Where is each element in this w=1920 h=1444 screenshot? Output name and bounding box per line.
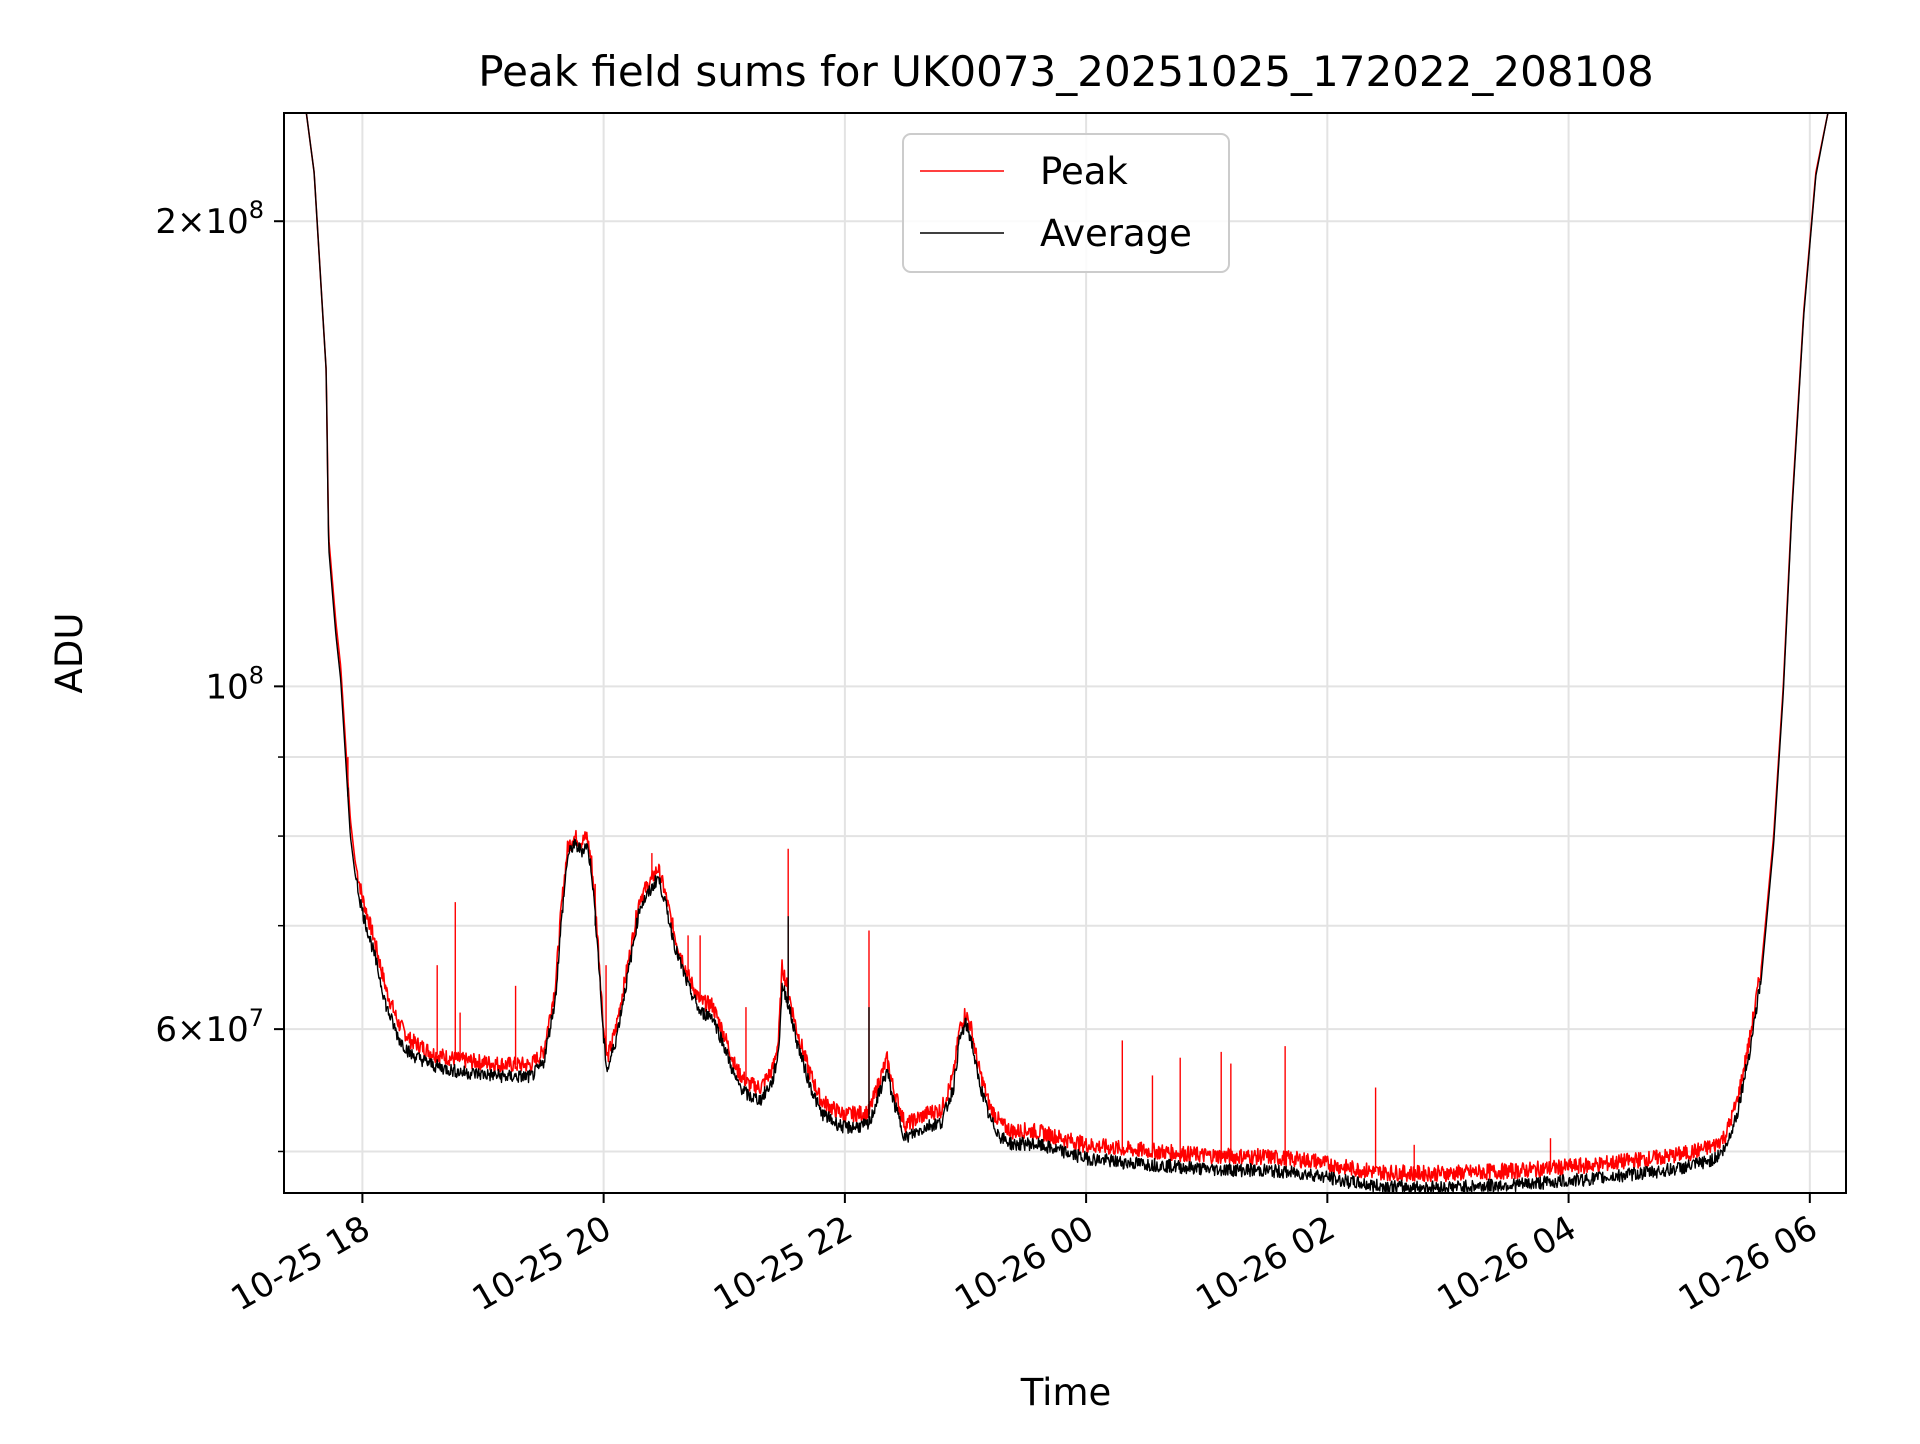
legend-average-label: Average bbox=[1040, 212, 1192, 255]
plot-area bbox=[284, 113, 1846, 1193]
series-layer bbox=[305, 113, 1830, 1193]
y-tick-label: 6×107 bbox=[155, 1004, 264, 1050]
series-line-peak bbox=[305, 113, 1830, 1183]
x-axis-label: Time bbox=[1020, 1371, 1112, 1414]
y-tick-label: 108 bbox=[205, 661, 264, 707]
y-tick-label: 2×108 bbox=[155, 196, 264, 242]
legend: Peak Average bbox=[902, 133, 1230, 273]
chart-title: Peak field sums for UK0073_20251025_1720… bbox=[478, 47, 1653, 96]
plot-frame bbox=[283, 112, 1847, 1194]
y-axis-label: ADU bbox=[48, 613, 91, 694]
legend-peak-label: Peak bbox=[1040, 150, 1128, 193]
series-line-average bbox=[305, 113, 1830, 1193]
legend-box bbox=[902, 133, 1230, 273]
